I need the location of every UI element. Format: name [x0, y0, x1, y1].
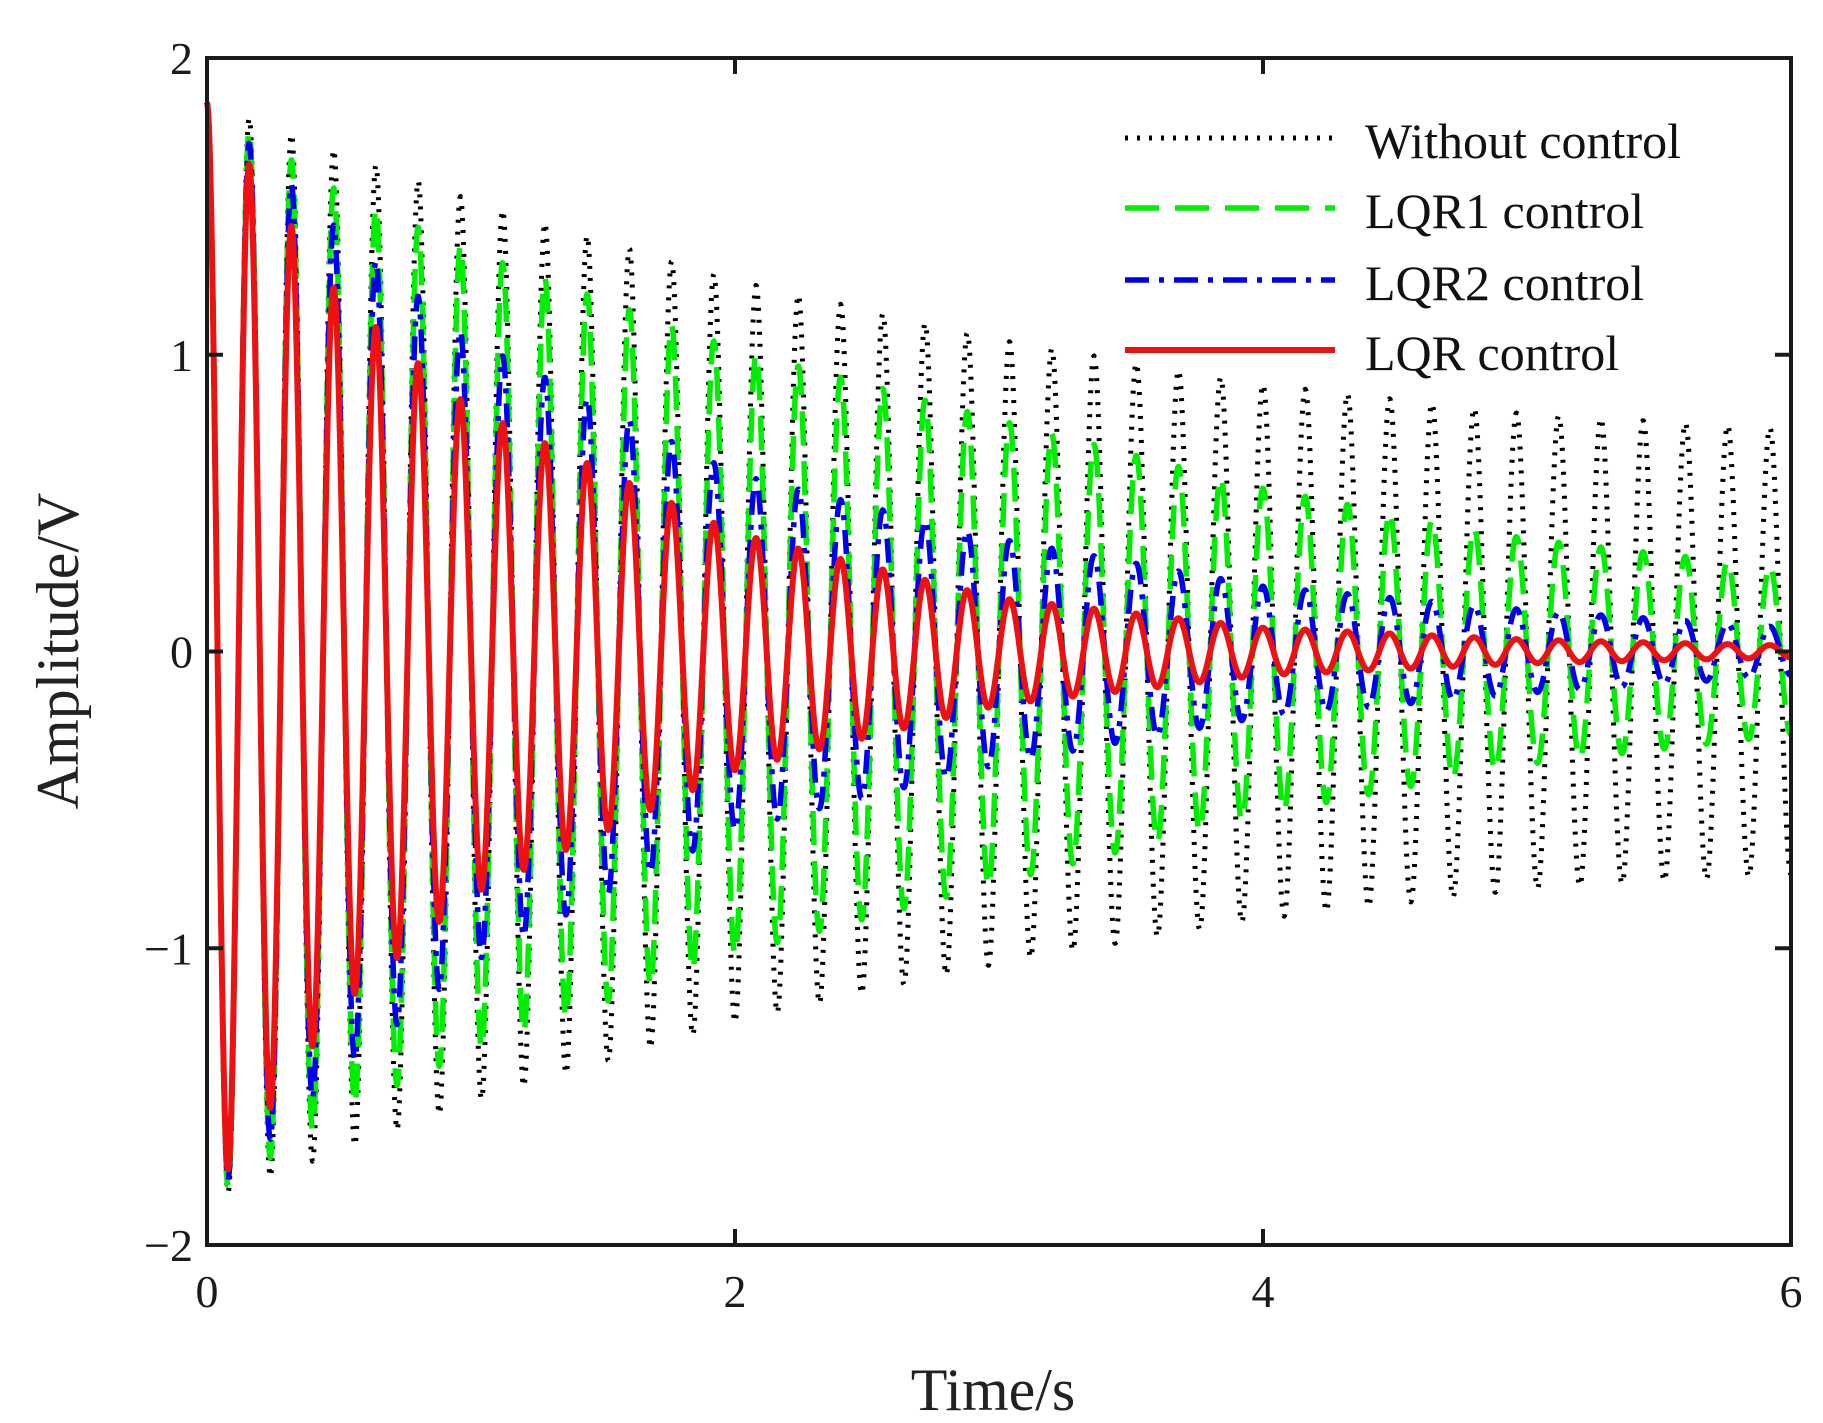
x-tick-labels: 0 2 4 6 — [196, 1266, 1803, 1317]
legend-label-without-control: Without control — [1365, 113, 1681, 169]
legend-label-lqr1-control: LQR1 control — [1365, 183, 1644, 239]
x-tick-label: 2 — [724, 1266, 747, 1317]
y-axis-title: Amplitude/V — [25, 493, 91, 810]
legend-label-lqr2-control: LQR2 control — [1365, 255, 1644, 311]
y-tick-label: 2 — [170, 33, 193, 84]
series-layer — [204, 101, 1794, 1195]
x-tick-label: 4 — [1252, 1266, 1275, 1317]
y-tick-label: 1 — [170, 330, 193, 381]
y-tick-label: 0 — [170, 627, 193, 678]
ticks-layer — [205, 56, 1793, 1247]
x-tick-label: 6 — [1780, 1266, 1803, 1317]
legend-label-lqr-control: LQR control — [1365, 325, 1619, 381]
series-line-lqr-control — [204, 101, 1794, 1173]
y-tick-label: −1 — [144, 923, 193, 974]
x-axis-title: Time/s — [911, 1357, 1076, 1423]
legend: Without control LQR1 control LQR2 contro… — [1125, 113, 1681, 381]
x-tick-label: 0 — [196, 1266, 219, 1317]
y-tick-label: −2 — [144, 1220, 193, 1271]
y-tick-labels: −2 −1 0 1 2 — [144, 33, 193, 1271]
